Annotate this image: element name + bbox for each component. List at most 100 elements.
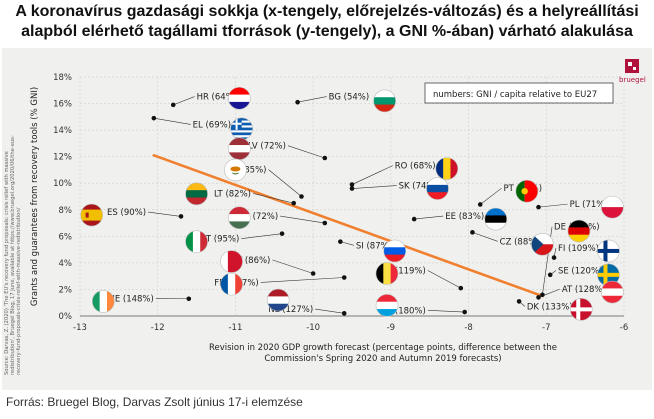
legend-note: numbers: GNI / capita relative to EU27 [433, 90, 597, 100]
leader-line [538, 203, 568, 208]
flag-fi-icon [597, 239, 620, 263]
legend-note-box: numbers: GNI / capita relative to EU27 [424, 82, 614, 104]
point-label: HU (72%) [237, 212, 278, 222]
y-tick-label: 18% [53, 73, 72, 83]
flag-lu-icon [375, 294, 399, 317]
leader-line [148, 211, 182, 217]
y-tick-label: 12% [53, 153, 72, 163]
point-label: RO (68%) [395, 162, 436, 172]
page-title: A koronavírus gazdasági sokkja (x-tengel… [0, 2, 654, 42]
data-point [462, 309, 467, 315]
y-tick-label: 2% [59, 285, 73, 295]
flag-sk-icon [426, 177, 449, 200]
point-label: IE (148%) [112, 294, 154, 304]
data-point [536, 295, 541, 300]
data-point [186, 296, 192, 302]
point-label: MT (86%) [230, 256, 271, 266]
y-tick-label: 4% [59, 259, 73, 269]
flag-pt-icon [515, 179, 539, 203]
data-point [338, 239, 343, 244]
point-label: FI (109%) [558, 244, 599, 254]
flag-fr-icon [220, 272, 243, 296]
y-tick-label: 10% [53, 179, 72, 189]
data-point [411, 216, 417, 222]
point-label: HR (64%) [197, 93, 238, 103]
data-point [299, 194, 304, 199]
point-label: PL (71%) [570, 200, 608, 210]
leader-line [153, 117, 191, 125]
data-point [279, 231, 285, 236]
leader-lines [148, 96, 568, 314]
leader-line [414, 215, 444, 220]
point-label: IT (95%) [203, 235, 239, 245]
flag-es-icon [80, 203, 103, 227]
country-flags [80, 86, 624, 321]
axes: -13 -12 -11 -10 -9 -8 -7 -6 0% 2% 4% 6% 8% 10% 12% 14% 1… [53, 73, 628, 333]
point-label: LU (180%) [382, 306, 426, 316]
leader-line [241, 233, 283, 239]
x-tick-label: -8 [464, 323, 472, 333]
point-label: EE (83%) [445, 212, 484, 222]
point-label: EL (69%) [193, 120, 231, 130]
point-label: DK (133%) [527, 302, 573, 312]
data-point [341, 311, 347, 316]
data-point [295, 99, 300, 105]
gridlines [79, 76, 625, 317]
y-tick-label: 14% [53, 126, 72, 136]
flag-dk-icon [569, 298, 593, 321]
leader-line [315, 308, 345, 314]
point-label: LT (82%) [214, 190, 251, 200]
point-label: CZ (88%) [500, 237, 540, 247]
point-label: ES (90%) [107, 208, 146, 218]
flag-lv-icon [228, 137, 251, 160]
flag-it-icon [185, 230, 208, 253]
data-point [551, 255, 557, 260]
leader-line [297, 96, 327, 103]
data-point [458, 285, 464, 291]
flag-pl-icon [601, 195, 624, 219]
flag-at-icon [601, 280, 624, 304]
x-tick-label: -13 [73, 323, 87, 333]
point-label: NL (127%) [268, 305, 313, 315]
source-footer: Forrás: Bruegel Blog, Darvas Zsolt júniu… [6, 395, 303, 409]
y-axis-title: Grants and guarantees from recovery tool… [30, 87, 40, 306]
point-labels: HR (64%) BG (54%) EL (69%) LV (72%) RO (68%)… [107, 93, 608, 317]
data-point [349, 186, 355, 191]
side-note-line-1: Source: Darvas, Z. (2020) 'The EU's reco… [4, 151, 10, 375]
flag-ie-icon [92, 290, 115, 313]
data-points [151, 99, 557, 316]
x-axis-title-line-1: Revision in 2020 GDP growth forecast (pe… [209, 343, 557, 353]
bruegel-logo: bruegel [619, 59, 646, 84]
source-side-note: Source: Darvas, Z. (2020) 'The EU's reco… [4, 135, 22, 375]
side-note-line-3: recovery-fund-proposals-crisis-relief-wi… [16, 207, 22, 375]
x-tick-label: -6 [620, 323, 628, 333]
data-point [170, 102, 176, 108]
flag-hu-icon [228, 206, 251, 230]
data-point [341, 275, 347, 280]
trendline [152, 154, 544, 298]
point-label: AT (128%) [562, 285, 606, 295]
data-point [477, 202, 483, 207]
leader-line [340, 241, 354, 246]
data-point [540, 292, 545, 298]
data-point [470, 230, 475, 235]
y-tick-label: 0% [59, 312, 73, 322]
y-tick-label: 6% [59, 232, 73, 242]
data-point [151, 115, 157, 121]
leader-line [472, 232, 498, 242]
data-point [310, 271, 316, 276]
point-label: SI (87%) [356, 241, 392, 251]
leader-line [260, 277, 345, 283]
point-label: CY (85%) [227, 166, 266, 176]
flag-hr-icon [228, 86, 251, 110]
x-tick-label: -12 [151, 323, 165, 333]
leader-line [351, 185, 397, 189]
data-point [349, 182, 355, 187]
point-label: SK (74%) [399, 182, 438, 192]
brand-name: bruegel [619, 76, 646, 84]
data-point [291, 200, 297, 206]
data-point [536, 204, 541, 210]
data-point [516, 299, 522, 304]
flag-de-icon [567, 219, 591, 243]
